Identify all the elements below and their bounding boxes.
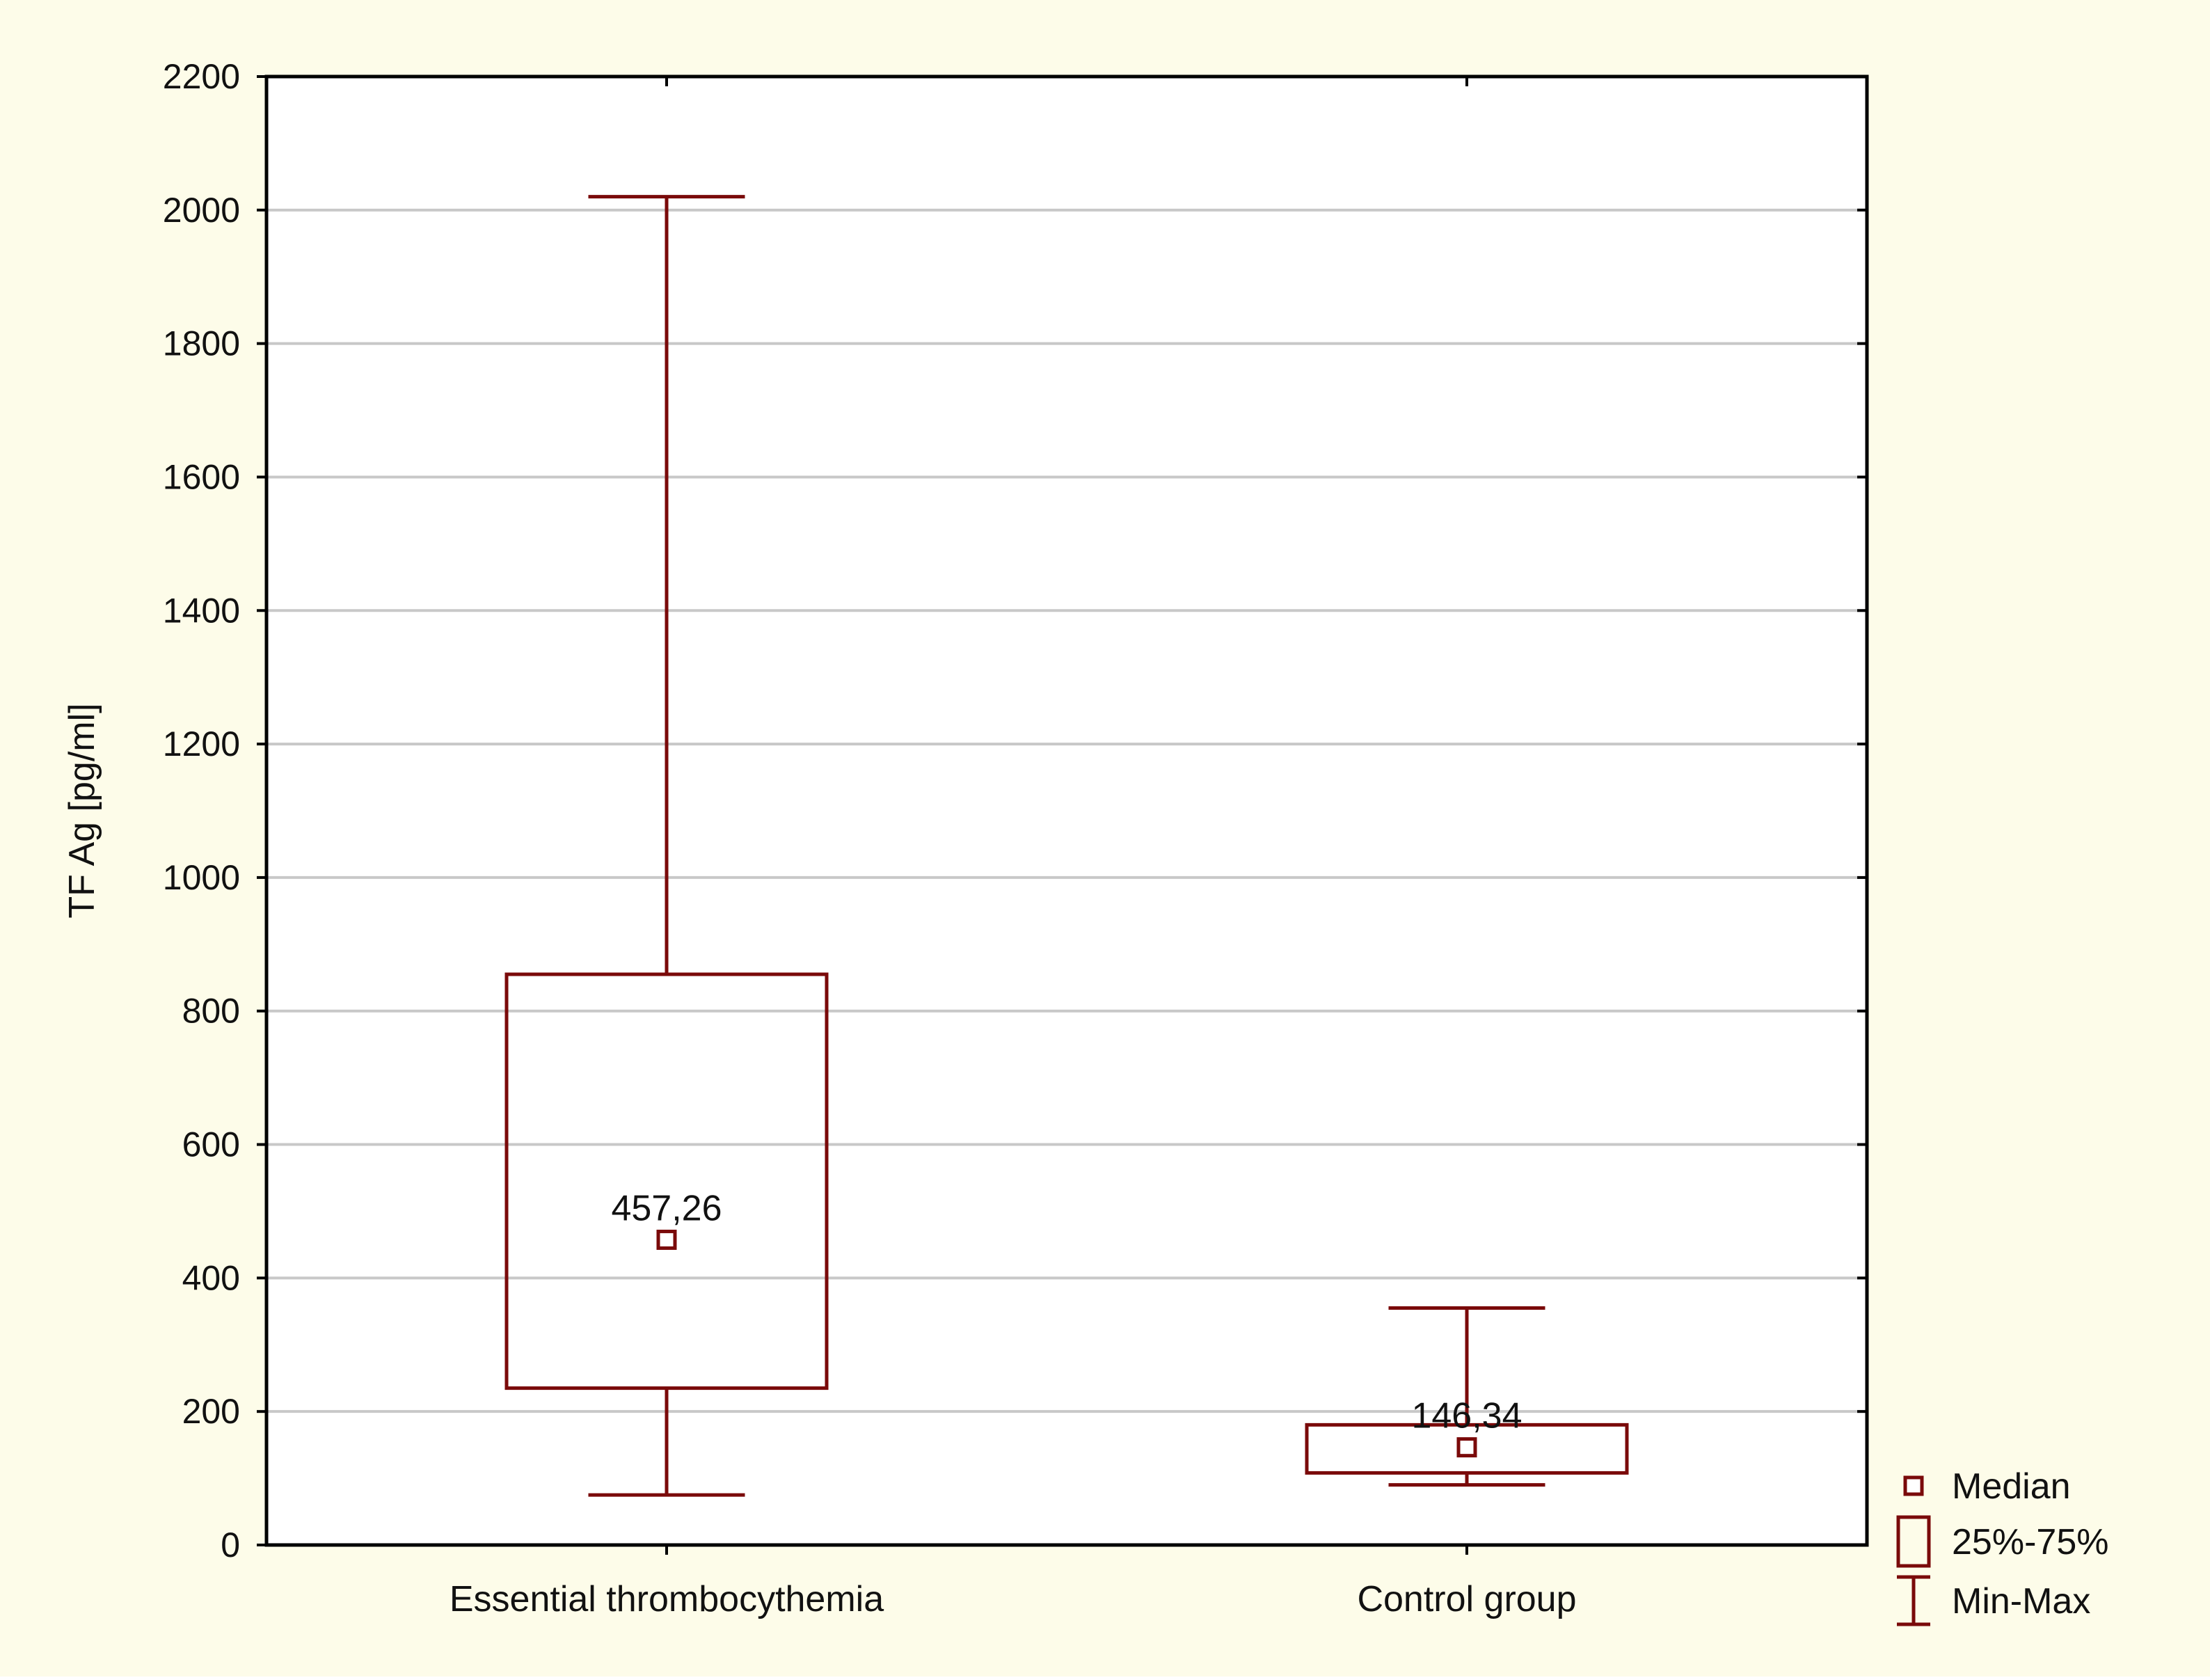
legend-item-whisker: Min-Max bbox=[1897, 1575, 2090, 1626]
y-tick-label: 400 bbox=[182, 1258, 240, 1297]
legend-item-box: 25%-75% bbox=[1896, 1515, 2108, 1568]
median-marker bbox=[656, 1229, 677, 1250]
legend-label: Min-Max bbox=[1952, 1581, 2090, 1622]
y-tick-label: 1800 bbox=[163, 324, 240, 363]
legend-label: Median bbox=[1952, 1466, 2071, 1507]
box-iqr bbox=[1305, 1423, 1629, 1475]
small-square-icon bbox=[1903, 1475, 1924, 1496]
whisker-icon bbox=[1897, 1575, 1930, 1626]
x-tick-label: Essential thrombocythemia bbox=[450, 1579, 884, 1619]
box-group: 457,26 bbox=[504, 195, 829, 1497]
box-group: 146,34 bbox=[1305, 1306, 1629, 1487]
legend: Median 25%-75% Min-Max bbox=[1896, 1466, 2108, 1626]
median-marker bbox=[1456, 1437, 1477, 1458]
plot-area bbox=[267, 77, 1867, 1545]
grid-lines bbox=[267, 208, 1867, 1413]
y-tick-label: 1600 bbox=[163, 457, 240, 496]
x-tick-label: Control group bbox=[1357, 1579, 1576, 1619]
y-tick-label: 1000 bbox=[163, 858, 240, 897]
y-tick-label: 0 bbox=[221, 1526, 240, 1564]
legend-item-median: Median bbox=[1903, 1466, 2071, 1507]
y-axis-label: TF Ag [pg/ml] bbox=[62, 703, 102, 918]
y-tick-label: 600 bbox=[182, 1125, 240, 1164]
y-tick-label: 2200 bbox=[163, 57, 240, 96]
y-tick-label: 800 bbox=[182, 992, 240, 1031]
y-tick-label: 1200 bbox=[163, 724, 240, 763]
y-tick-label: 2000 bbox=[163, 191, 240, 230]
median-label: 146,34 bbox=[1411, 1396, 1522, 1436]
median-label: 457,26 bbox=[611, 1188, 722, 1228]
y-tick-label: 200 bbox=[182, 1392, 240, 1431]
x-axis-ticks: Essential thrombocythemia Control group bbox=[450, 77, 1577, 1619]
plot-frame bbox=[264, 74, 1869, 1547]
box-iqr bbox=[504, 972, 829, 1390]
y-tick-label: 1400 bbox=[163, 591, 240, 630]
legend-label: 25%-75% bbox=[1952, 1522, 2108, 1562]
box-series: 457,26 146,34 bbox=[504, 195, 1629, 1497]
rectangle-icon bbox=[1896, 1515, 1931, 1568]
